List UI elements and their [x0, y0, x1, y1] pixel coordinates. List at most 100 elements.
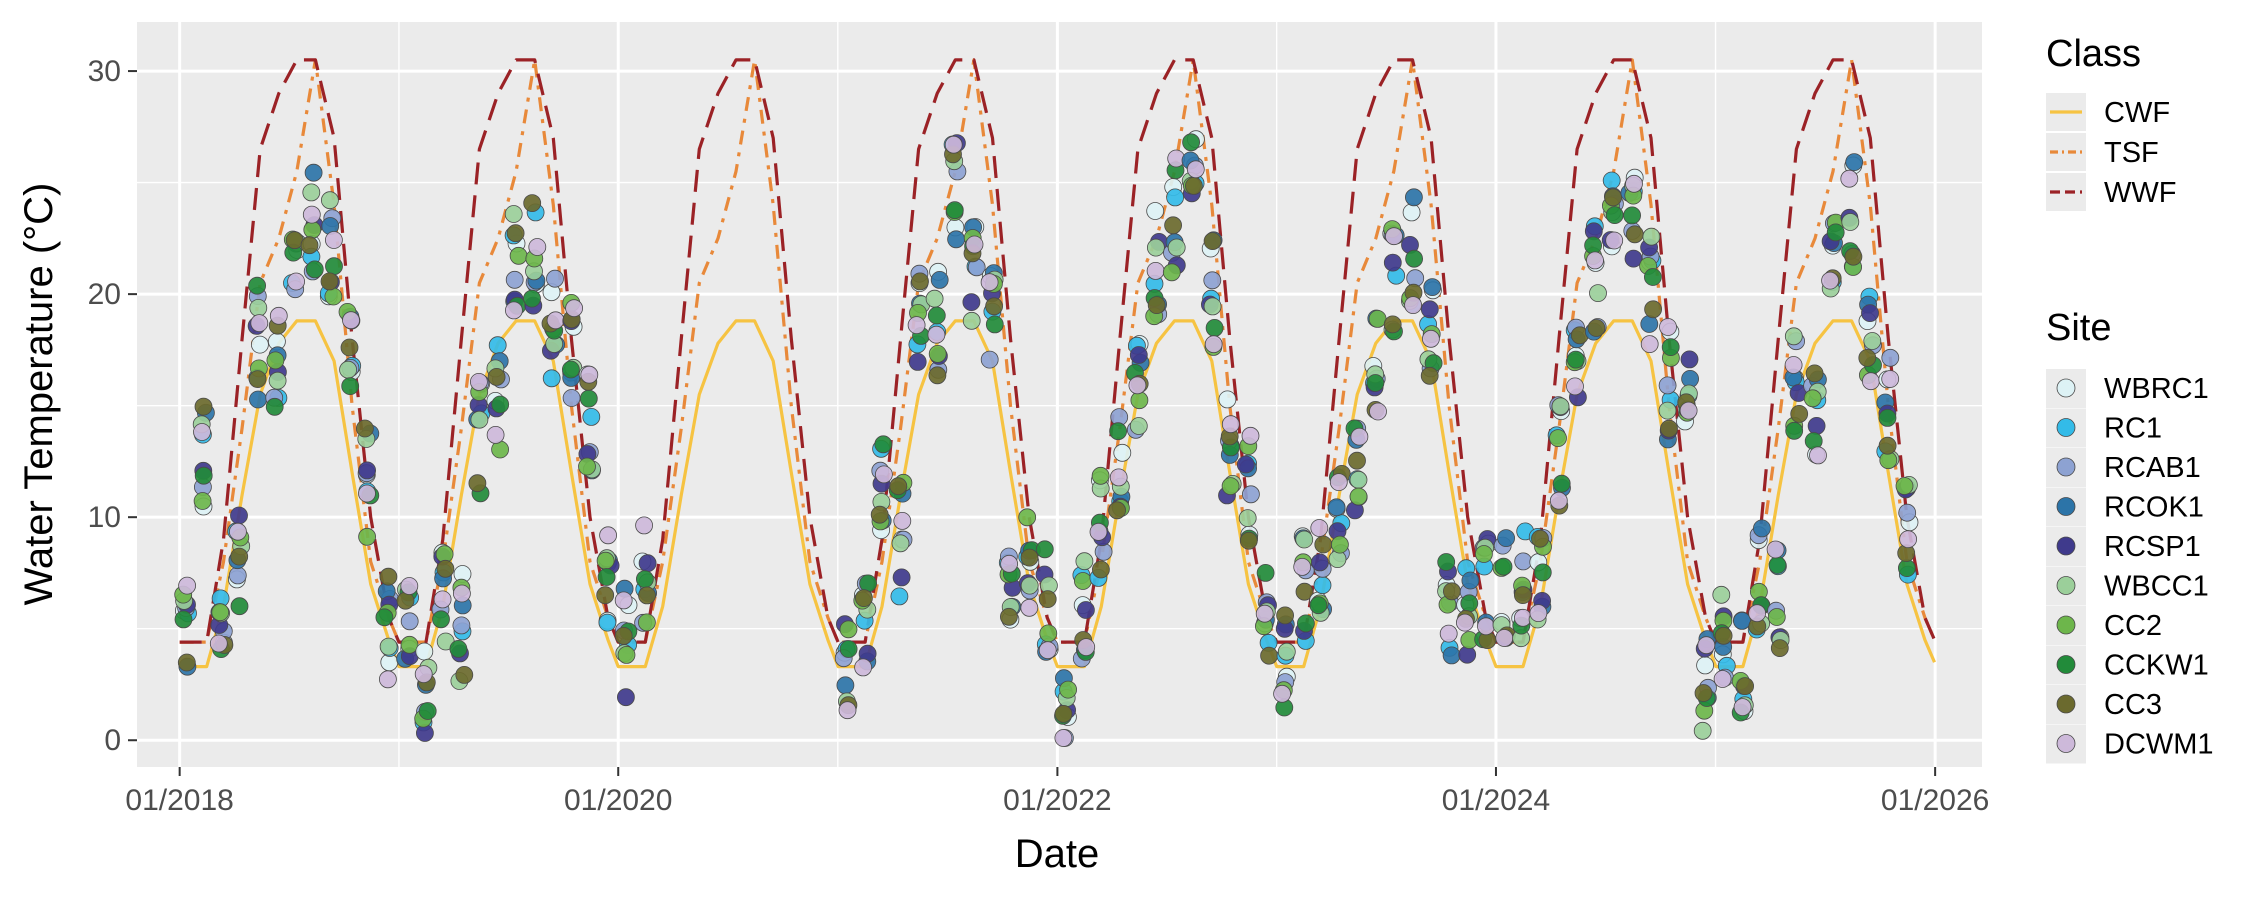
- site-point-wbcc1: [1349, 470, 1368, 489]
- x-tick-label: 01/2026: [1881, 784, 1989, 817]
- site-key-label: DCWM1: [2104, 729, 2214, 761]
- site-point-cc2: [193, 492, 212, 510]
- site-point-cc2: [324, 287, 343, 306]
- site-point-rcok1: [1733, 612, 1751, 630]
- site-point-cc3: [1844, 247, 1863, 266]
- site-point-wbcc1: [379, 637, 398, 656]
- site-point-cc2: [596, 551, 615, 570]
- site-point-rcab1: [1514, 552, 1533, 571]
- site-point-wbcc1: [1147, 238, 1165, 257]
- site-point-dcwm1: [1385, 227, 1403, 246]
- site-point-wbcc1: [1642, 227, 1661, 246]
- site-point-dcwm1: [1109, 468, 1128, 487]
- site-point-cc3: [614, 627, 633, 645]
- site-point-rcab1: [228, 566, 247, 585]
- site-point-dcwm1: [546, 311, 565, 330]
- site-point-cckw1: [1366, 374, 1385, 392]
- site-key-dcwm1: [2056, 734, 2076, 753]
- site-point-cc2: [1803, 389, 1822, 408]
- site-legend: Site WBRC1 RC1 RCAB1 RCOK1 RCSP1 WBCC1 CC2 CCKW…: [2046, 307, 2214, 764]
- site-point-cckw1: [1460, 594, 1479, 613]
- site-point-wbcc1: [1551, 397, 1570, 416]
- site-point-dcwm1: [599, 526, 617, 545]
- site-point-cckw1: [562, 360, 580, 379]
- y-tick-label: 10: [88, 501, 121, 534]
- x-axis-title: Date: [1015, 832, 1100, 876]
- site-point-dcwm1: [1456, 613, 1474, 632]
- site-point-rcsp1: [1807, 416, 1826, 435]
- x-tick-label: 01/2018: [125, 784, 233, 817]
- site-point-dcwm1: [614, 591, 633, 610]
- site-point-cc2: [578, 457, 596, 476]
- site-point-wbcc1: [302, 183, 321, 202]
- x-tick-label: 01/2024: [1442, 784, 1550, 817]
- site-point-dcwm1: [1840, 169, 1859, 188]
- site-point-cc3: [855, 589, 873, 607]
- site-point-dcwm1: [302, 205, 321, 224]
- site-point-cckw1: [1494, 557, 1513, 576]
- site-point-cc3: [1054, 705, 1073, 723]
- class-key-label: WWF: [2104, 177, 2176, 209]
- site-point-cc3: [638, 586, 656, 605]
- site-point-rc1: [542, 369, 561, 388]
- site-point-dcwm1: [854, 658, 872, 677]
- site-point-cc3: [1276, 606, 1294, 625]
- site-point-dcwm1: [1020, 598, 1039, 617]
- site-point-rcab1: [980, 350, 999, 369]
- site-point-cc3: [1805, 364, 1824, 383]
- site-point-dcwm1: [980, 273, 999, 292]
- site-point-wbcc1: [1589, 284, 1607, 303]
- site-point-rcsp1: [1458, 645, 1477, 664]
- site-point-dcwm1: [635, 516, 653, 535]
- site-point-cc2: [1767, 608, 1786, 626]
- site-key-cc2: [2056, 615, 2076, 635]
- site-point-cckw1: [1533, 563, 1552, 582]
- site-point-wbcc1: [925, 289, 944, 308]
- site-point-wbcc1: [1020, 576, 1039, 595]
- site-point-cc2: [1162, 263, 1181, 282]
- site-point-cckw1: [1035, 540, 1054, 559]
- site-point-dcwm1: [358, 484, 376, 503]
- site-point-wbrc1: [250, 335, 269, 354]
- site-point-dcwm1: [875, 465, 893, 484]
- site-point-dcwm1: [209, 634, 228, 653]
- site-point-cc3: [1790, 404, 1809, 423]
- site-point-wbcc1: [1658, 401, 1677, 420]
- site-point-cckw1: [945, 201, 964, 220]
- site-point-rcok1: [930, 270, 949, 289]
- site-point-cc3: [379, 567, 398, 586]
- site-point-cckw1: [523, 289, 541, 308]
- site-point-cckw1: [418, 702, 437, 720]
- site-point-cc2: [617, 646, 636, 664]
- site-point-wbcc1: [320, 191, 339, 210]
- site-point-cc3: [1660, 419, 1678, 438]
- site-points: [174, 130, 1919, 747]
- site-point-dcwm1: [1549, 491, 1568, 510]
- site-point-dcwm1: [269, 306, 288, 325]
- site-point-rcsp1: [1420, 300, 1439, 319]
- site-point-cc3: [1625, 225, 1644, 244]
- site-point-cc3: [340, 338, 359, 357]
- site-point-rc1: [1166, 188, 1184, 207]
- site-point-dcwm1: [1186, 160, 1205, 179]
- site-point-cc3: [1314, 535, 1333, 554]
- class-key-label: CWF: [2104, 97, 2170, 129]
- site-point-wbcc1: [339, 360, 358, 379]
- site-point-cc2: [1475, 545, 1493, 563]
- site-point-cckw1: [597, 568, 616, 586]
- site-point-wbcc1: [1277, 642, 1296, 661]
- site-key-cckw1: [2056, 655, 2076, 674]
- site-point-rc1: [598, 613, 617, 632]
- site-point-cckw1: [1623, 206, 1641, 225]
- site-point-dcwm1: [1809, 446, 1827, 465]
- site-point-cc3: [194, 397, 213, 416]
- site-point-cc2: [1895, 477, 1914, 495]
- site-point-dcwm1: [838, 701, 857, 720]
- y-tick-label: 20: [88, 278, 121, 311]
- site-point-dcwm1: [1821, 271, 1839, 290]
- site-point-dcwm1: [1077, 638, 1096, 656]
- site-legend-keys: WBRC1 RC1 RCAB1 RCOK1 RCSP1 WBCC1 CC2 CCKW1 CC3 D…: [2046, 369, 2214, 764]
- site-point-dcwm1: [414, 665, 433, 683]
- site-point-cckw1: [1309, 596, 1328, 615]
- site-point-dcwm1: [400, 577, 419, 595]
